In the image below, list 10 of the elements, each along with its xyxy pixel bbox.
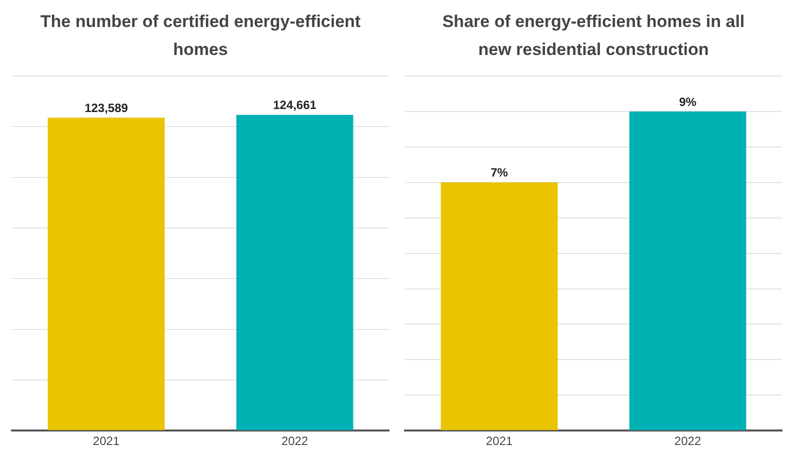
data-label: 9% [679,94,697,109]
x-tick-label: 2022 [281,434,308,448]
data-label: 7% [490,166,508,180]
x-tick-label: 2021 [92,434,120,448]
data-label: 124,661 [273,98,317,112]
chart-title: The number of certified energy-efficient homes [39,11,362,61]
chart-title: Share of energy-efficient homes in all new residential construction [441,11,746,61]
data-label: 123,589 [84,100,128,115]
x-tick-label: 2021 [486,434,513,448]
x-tick-label: 2022 [674,434,702,448]
